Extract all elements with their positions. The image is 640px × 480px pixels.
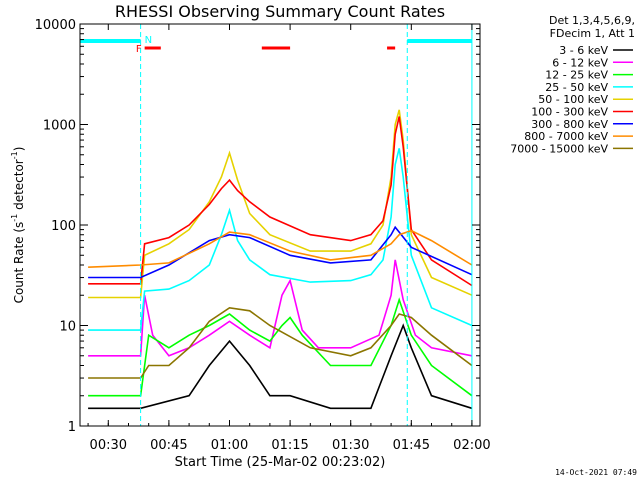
legend: Det 1,3,4,5,6,9, FDecim 1, Att 1 3 - 6 k… <box>510 14 635 155</box>
series-line-12-25-kev <box>88 297 473 397</box>
y-tick-label: 1000 <box>43 119 76 134</box>
x-tick-label: 00:45 <box>150 438 187 453</box>
legend-label-300-800-kev: 300 - 800 keV <box>531 118 608 131</box>
series-line-50-100-kev <box>88 109 473 299</box>
series-line-100-300-kev <box>88 116 473 287</box>
annotation-layer: FN <box>79 24 473 426</box>
plot-frame <box>79 23 481 427</box>
flag-f-label: F <box>136 44 142 55</box>
x-tick-label: 01:15 <box>271 438 308 453</box>
x-tick-label: 01:45 <box>393 438 430 453</box>
legend-label-6-12-kev: 6 - 12 keV <box>552 56 608 69</box>
x-tick-label: 00:30 <box>90 438 127 453</box>
series-line-7000-15000-kev <box>88 306 473 379</box>
x-tick-label: 01:30 <box>332 438 369 453</box>
y-axis-label: Count Rate (s-1 detector-1) <box>10 147 26 304</box>
legend-label-100-300-kev: 100 - 300 keV <box>531 106 608 119</box>
y-tick-label: 100 <box>51 219 76 234</box>
series-line-3-6-kev <box>88 323 473 410</box>
series-line-800-7000-kev <box>88 229 473 268</box>
series-line-300-800-kev <box>88 225 473 279</box>
legend-label-12-25-kev: 12 - 25 keV <box>545 69 608 82</box>
legend-label-50-100-kev: 50 - 100 keV <box>538 93 608 106</box>
flag-n-label: N <box>145 35 152 46</box>
footer-timestamp: 14-Oct-2021 07:49 <box>555 468 637 477</box>
chart-title: RHESSI Observing Summary Count Rates <box>115 2 445 21</box>
x-tick-label: 01:00 <box>211 438 248 453</box>
series-line-6-12-kev <box>88 259 473 357</box>
legend-label-3-6-kev: 3 - 6 keV <box>559 44 608 57</box>
y-tick-label: 1 <box>68 420 76 435</box>
y-tick-label: 10000 <box>35 18 76 33</box>
axis-layer: 00:30 00:45 01:00 01:15 01:30 01:45 02:00 1 10 10… <box>35 18 491 453</box>
x-tick-label: 02:00 <box>453 438 490 453</box>
y-tick-label: 10 <box>59 320 76 335</box>
series-line-25-50-kev <box>88 148 473 331</box>
legend-label-800-7000-kev: 800 - 7000 keV <box>524 130 608 143</box>
legend-label-7000-15000-kev: 7000 - 15000 keV <box>510 142 608 155</box>
x-axis-label: Start Time (25-Mar-02 00:23:02) <box>175 455 386 470</box>
series-layer <box>88 109 473 410</box>
legend-header-line-2: FDecim 1, Att 1 <box>550 27 635 40</box>
legend-header-line-1: Det 1,3,4,5,6,9, <box>549 14 635 27</box>
legend-label-25-50-kev: 25 - 50 keV <box>545 81 608 94</box>
